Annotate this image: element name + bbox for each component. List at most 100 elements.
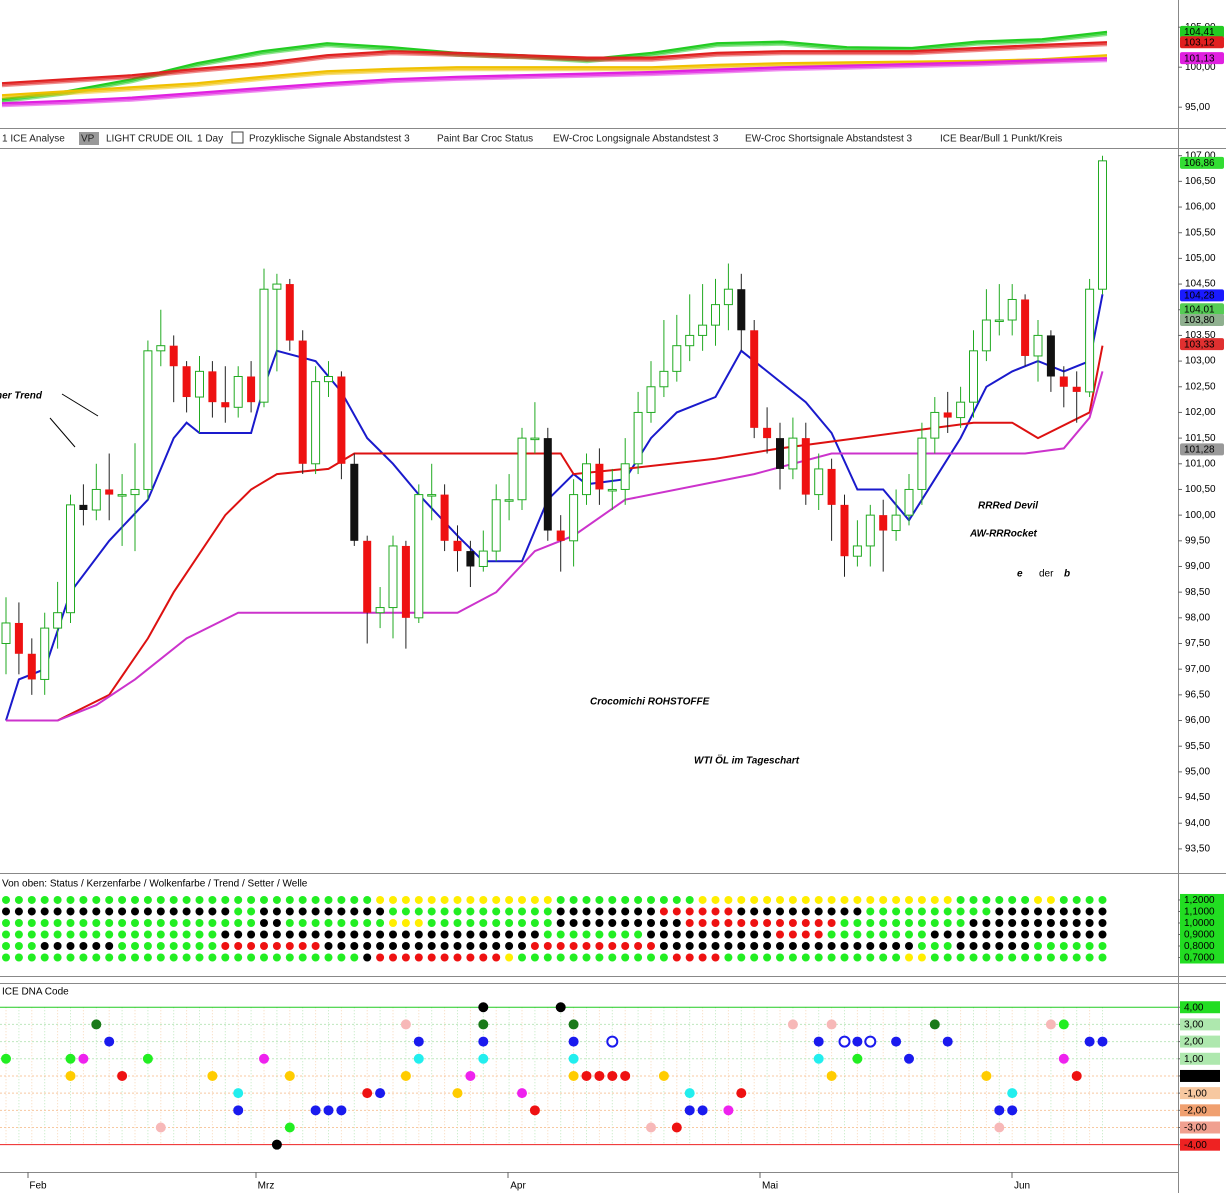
status-dot <box>840 907 849 916</box>
status-dot <box>892 918 901 927</box>
level-badge <box>1180 1018 1220 1031</box>
status-dot <box>208 895 217 904</box>
status-dot <box>930 930 939 939</box>
dna-dot <box>697 1105 708 1116</box>
status-dot <box>401 918 410 927</box>
status-dot <box>982 930 991 939</box>
price-badge <box>1180 289 1224 302</box>
status-dot <box>556 953 565 962</box>
y-tick-label: 95,50 <box>1185 741 1210 752</box>
status-dot <box>982 895 991 904</box>
price-badge-label: 104,01 <box>1184 304 1215 315</box>
status-dot <box>853 930 862 939</box>
dna-dot <box>594 1070 605 1081</box>
candle-body <box>40 627 50 680</box>
x-tick-label: Feb <box>29 1181 47 1192</box>
status-dot <box>685 942 694 951</box>
level-badge <box>1180 928 1224 941</box>
status-dot <box>621 895 630 904</box>
candle-body <box>930 411 940 439</box>
dna-dot <box>1097 1036 1108 1047</box>
status-dot <box>608 918 617 927</box>
status-dot <box>131 942 139 951</box>
price-badge <box>1180 443 1224 456</box>
dna-dot <box>517 1088 527 1099</box>
status-dot <box>14 918 23 927</box>
status-dot <box>905 942 913 951</box>
status-dot <box>647 895 655 904</box>
status-dot <box>827 953 836 962</box>
status-dot <box>737 918 746 927</box>
status-dot <box>647 942 655 951</box>
status-dot <box>647 907 655 916</box>
dna-dot <box>1071 1070 1082 1081</box>
candle-body <box>182 366 191 398</box>
status-dot <box>776 907 784 916</box>
status-dot <box>234 918 243 927</box>
dna-dot <box>529 1105 540 1116</box>
dna-dot <box>684 1105 695 1116</box>
annotation: b <box>1064 569 1070 580</box>
status-dot <box>827 907 836 916</box>
status-dot <box>427 930 436 939</box>
dna-dot <box>736 1088 747 1099</box>
status-dot <box>143 907 152 916</box>
status-dot <box>2 942 10 951</box>
indicator-line <box>5 294 1104 721</box>
candle-body <box>453 540 462 552</box>
dna-dot <box>607 1070 618 1081</box>
y-tick-label: 93,50 <box>1185 844 1210 855</box>
status-dot <box>595 930 604 939</box>
status-dot <box>221 918 230 927</box>
status-dot <box>621 907 630 916</box>
status-dot <box>363 918 372 927</box>
status-dot <box>260 895 268 904</box>
candle-body <box>646 386 656 413</box>
status-dot <box>505 953 514 962</box>
status-dot <box>453 907 462 916</box>
status-dot <box>995 953 1004 962</box>
status-dot <box>427 918 436 927</box>
status-dot <box>492 942 501 951</box>
status-dot <box>66 942 75 951</box>
status-dot <box>788 942 797 951</box>
status-dot <box>659 895 668 904</box>
dna-dot <box>568 1019 579 1030</box>
status-dot <box>737 942 746 951</box>
status-dot <box>788 953 797 962</box>
candle-body <box>195 370 204 398</box>
status-dot <box>440 907 449 916</box>
status-dot <box>1098 907 1107 916</box>
dna-dot <box>1007 1105 1018 1116</box>
status-dot <box>247 895 256 904</box>
status-dot <box>2 953 10 962</box>
dna-dot <box>826 1019 837 1030</box>
candle-body <box>1021 299 1030 356</box>
status-dot <box>105 895 114 904</box>
price-badge <box>1180 36 1224 49</box>
status-dot <box>247 930 256 939</box>
panel-title: Von oben: Status / Kerzenfarbe / Wolkenf… <box>2 879 308 890</box>
candle-body <box>298 340 307 464</box>
candle-body <box>1033 334 1043 357</box>
status-dot <box>260 953 268 962</box>
status-dot <box>608 895 617 904</box>
y-tick-label: 94,50 <box>1185 792 1210 803</box>
status-dot <box>892 895 901 904</box>
status-dot <box>298 930 307 939</box>
status-dot <box>492 895 501 904</box>
candle-body <box>969 350 978 403</box>
status-dot <box>350 895 359 904</box>
status-dot <box>1085 895 1094 904</box>
candle-body <box>388 545 398 609</box>
status-dot <box>79 953 88 962</box>
indicator-line <box>6 371 1104 722</box>
price-badge-label: 104,41 <box>1184 27 1215 38</box>
status-dot <box>234 895 243 904</box>
status-dot <box>530 953 539 962</box>
status-dot <box>659 942 668 951</box>
y-tick-label: 94,00 <box>1185 818 1210 829</box>
level-badge <box>1180 1035 1220 1048</box>
status-dot <box>131 907 139 916</box>
status-dot <box>995 942 1004 951</box>
